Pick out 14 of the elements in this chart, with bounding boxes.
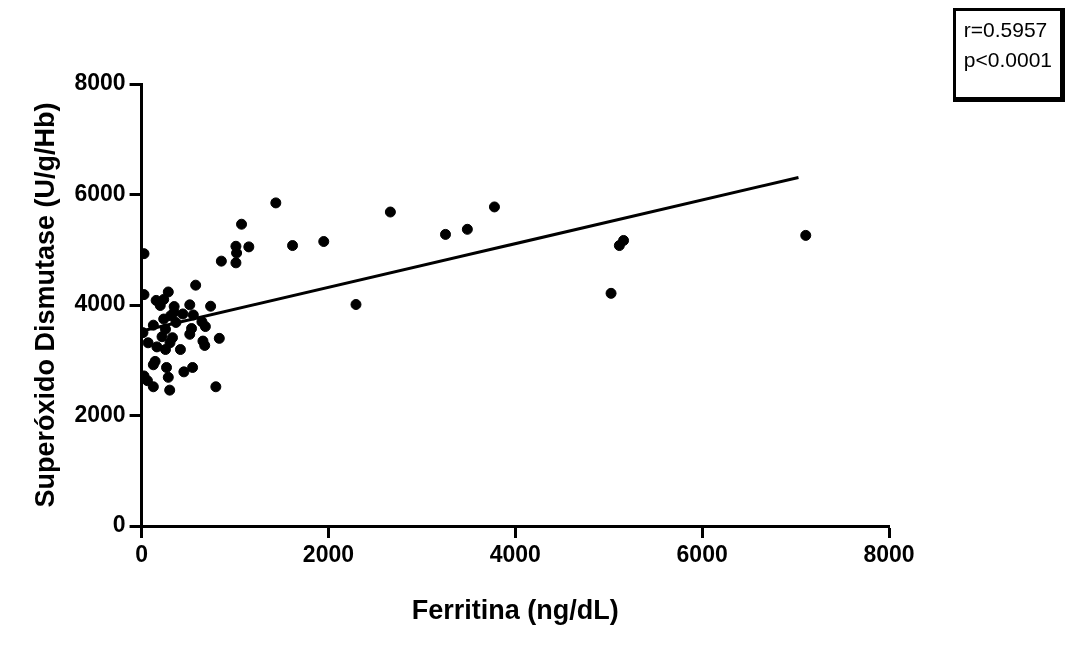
y-tick-label: 0 [112,511,126,538]
x-tick-label: 4000 [489,541,541,568]
y-tick-label: 2000 [74,400,126,427]
y-tick-label: 4000 [74,290,126,317]
x-axis-title: Ferritina (ng/dL) [411,595,619,626]
text: p<0.0001 [963,47,1052,73]
x-tick-label: 6000 [676,541,728,568]
y-axis-title: Superóxido Dismutase (U/g/Hb) [29,102,60,508]
text: r=0.5957 [963,17,1049,43]
y-tick-label: 6000 [74,179,126,206]
x-tick-label: 2000 [302,541,355,568]
x-tick-label: 0 [135,541,148,568]
x-tick-label: 8000 [863,541,915,568]
y-tick-label: 8000 [74,69,126,96]
